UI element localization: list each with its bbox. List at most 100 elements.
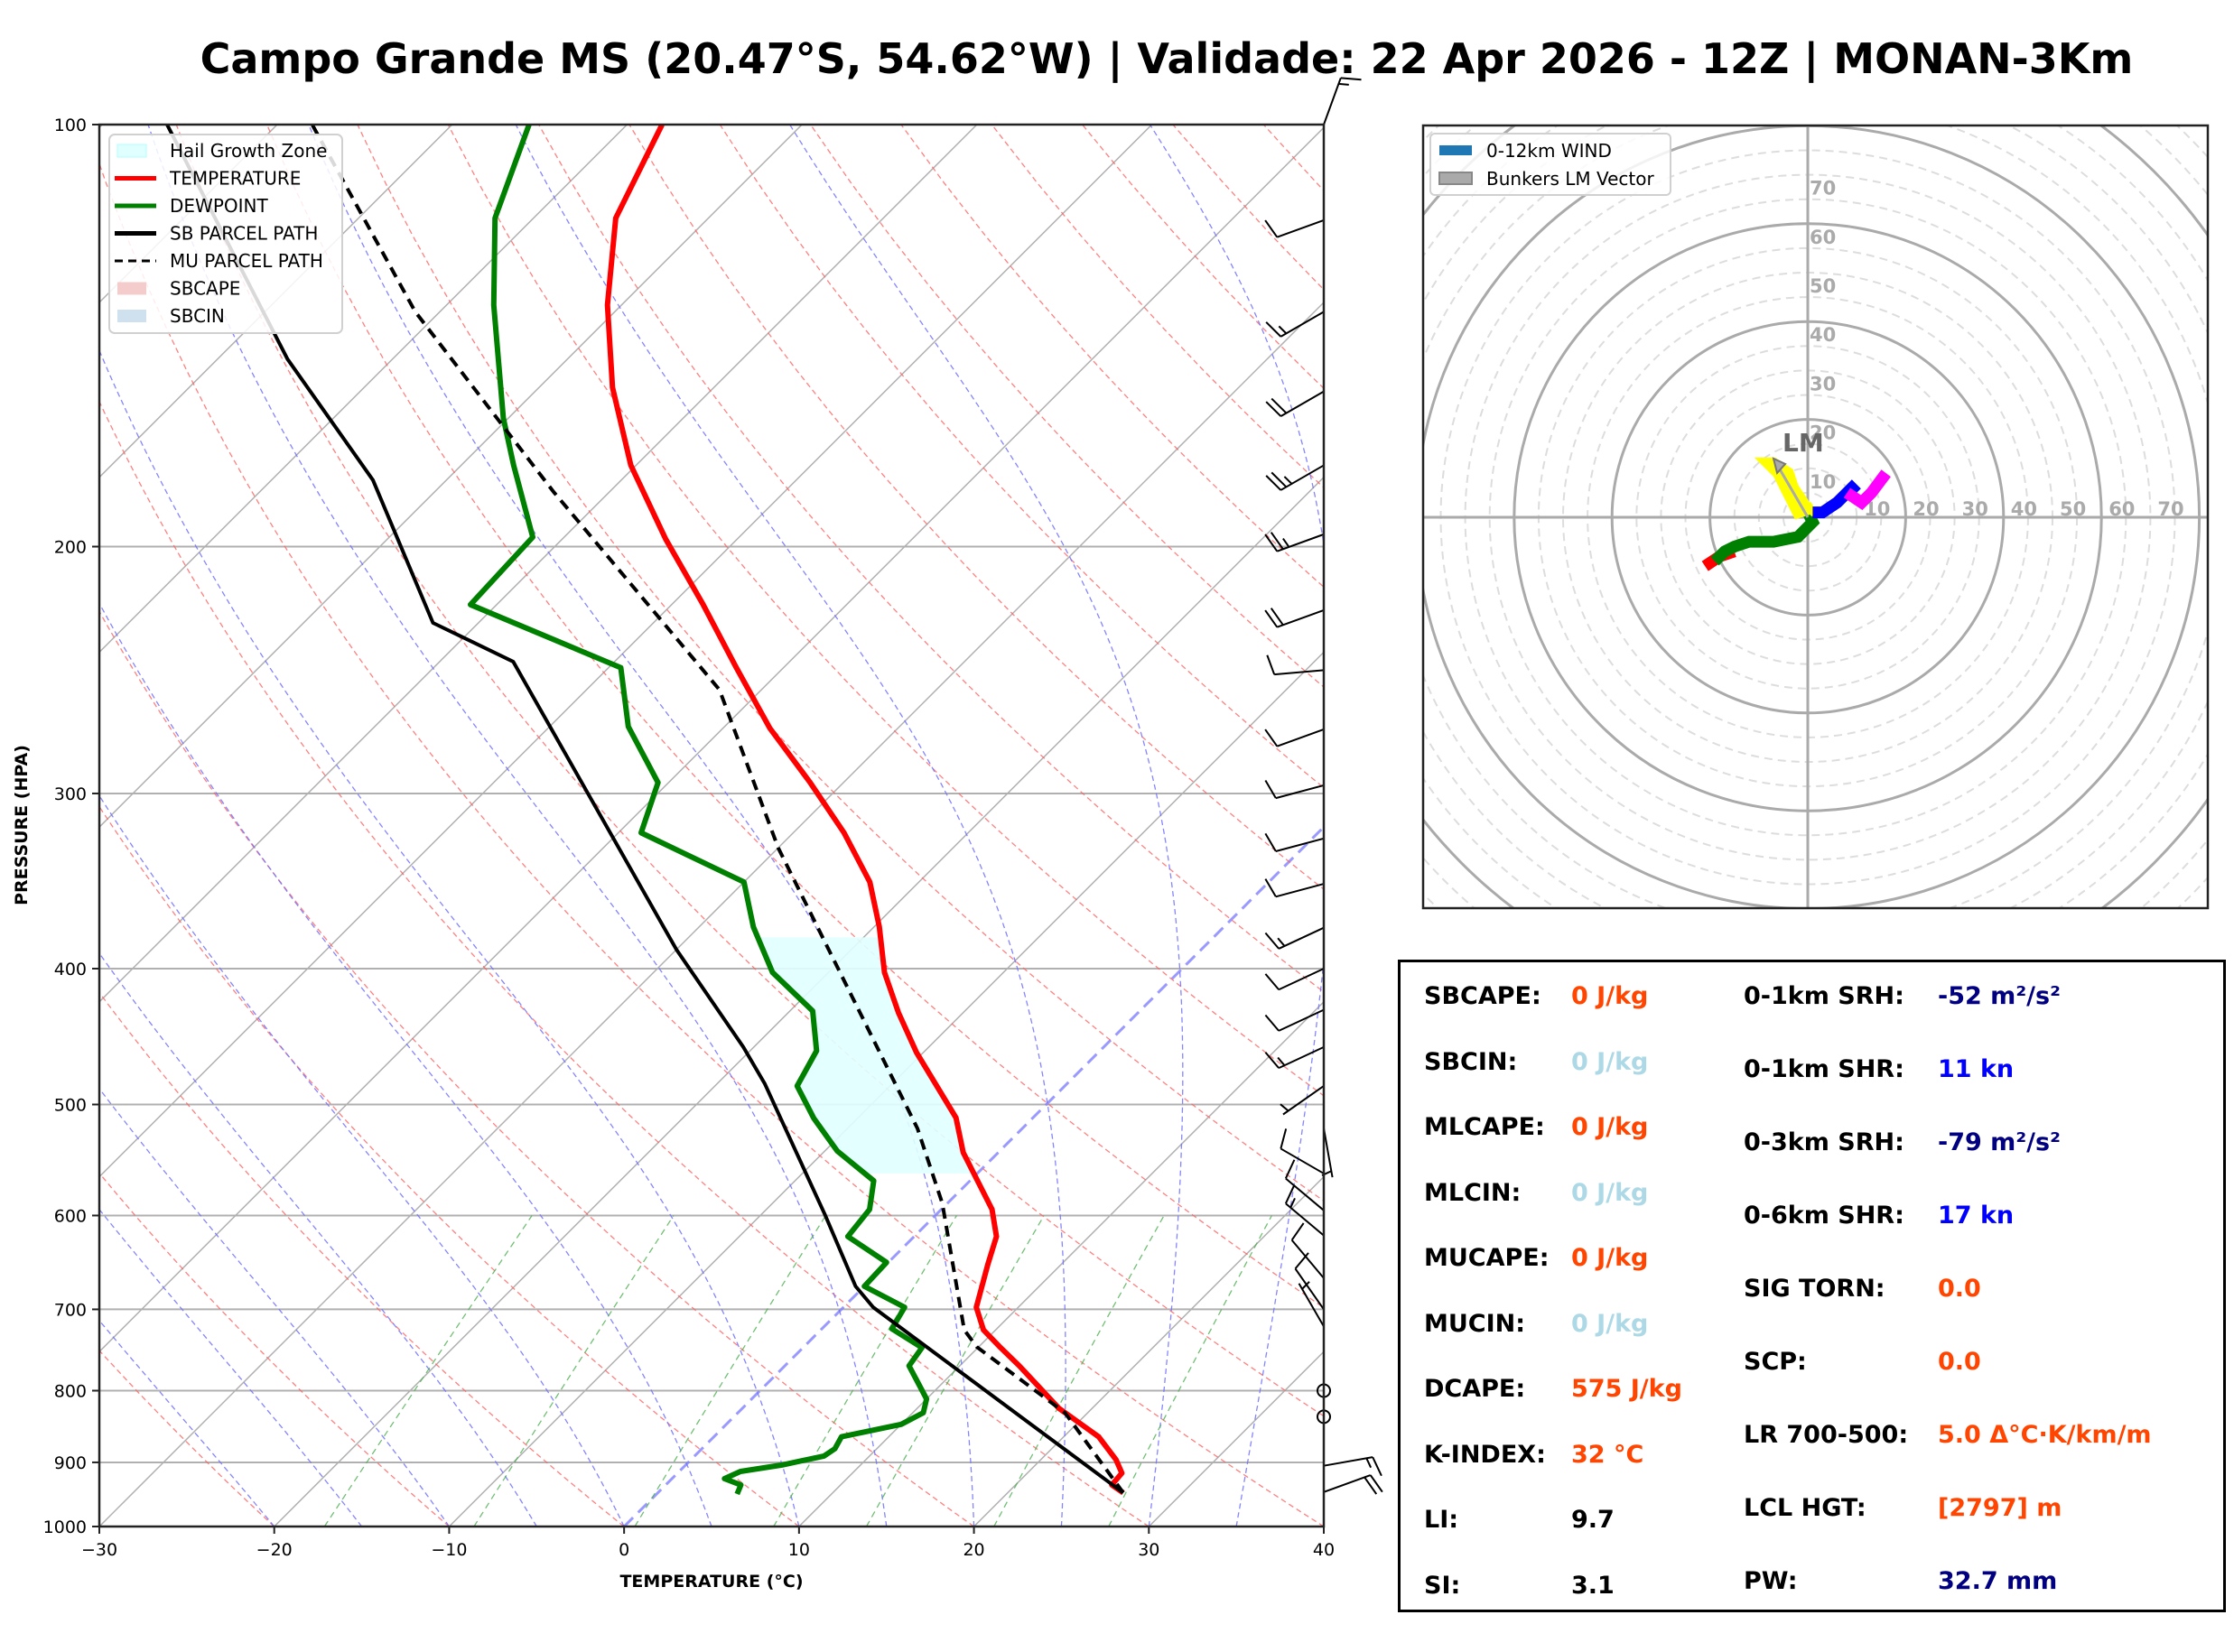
barb-staff xyxy=(1294,1267,1325,1311)
barb-staff xyxy=(1278,968,1325,991)
barb-staff xyxy=(1274,669,1325,676)
barb-half-flag xyxy=(1338,82,1349,86)
hodograph-ring-label-y: 10 xyxy=(1810,471,1836,493)
skew-t-frame xyxy=(98,123,1326,1528)
isotherm xyxy=(448,651,1324,1527)
stat-label: PW: xyxy=(1744,1567,1798,1595)
isotherm xyxy=(99,125,1153,1178)
stat-label: MUCIN: xyxy=(1424,1309,1526,1338)
sb-parcel-path-line xyxy=(165,125,1125,1495)
wind-barb xyxy=(1264,1008,1325,1032)
barb-flag xyxy=(1265,401,1282,417)
stat-label: MLCAPE: xyxy=(1424,1113,1545,1141)
legend-label: SBCIN xyxy=(170,305,225,327)
dry-adiabat xyxy=(99,805,800,1527)
hodograph-segment-1-3km xyxy=(1710,509,1820,566)
hodograph-ring-label-x: 60 xyxy=(2108,498,2135,520)
hodograph-ring-label-y: 70 xyxy=(1810,178,1836,200)
barb-flag xyxy=(1364,1476,1378,1495)
x-tick-label: −10 xyxy=(431,1540,467,1560)
mixing-ratio-line xyxy=(865,1215,1045,1527)
y-tick-label: 300 xyxy=(54,784,87,804)
mixing-ratio-line xyxy=(773,1215,957,1527)
y-tick-label: 500 xyxy=(54,1096,87,1116)
stat-value: [2797] m xyxy=(1938,1494,2062,1522)
hodograph-ring-label-y: 50 xyxy=(1810,275,1836,297)
stat-label: LI: xyxy=(1424,1506,1459,1534)
stat-value: 5.0 Δ°C·K/km/m xyxy=(1938,1421,2152,1449)
dry-adiabat xyxy=(99,162,1324,1527)
isotherm xyxy=(973,1175,1324,1527)
hodograph-ring-label-x: 30 xyxy=(1962,498,1988,520)
x-tick-label: 10 xyxy=(788,1540,810,1560)
mixing-ratio-line xyxy=(1108,1215,1272,1527)
isotherm xyxy=(99,125,453,478)
stat-label: MLCIN: xyxy=(1424,1178,1522,1207)
barb-staff xyxy=(1290,1239,1325,1279)
stat-value: 0.0 xyxy=(1938,1348,1981,1376)
dry-adiabat xyxy=(99,991,625,1527)
x-tick-label: 40 xyxy=(1313,1540,1335,1560)
barb-half-flag xyxy=(1365,1457,1373,1469)
hodograph-segment-9-12km xyxy=(1843,469,1891,511)
barb-staff xyxy=(1280,311,1325,338)
x-tick-label: 30 xyxy=(1138,1540,1159,1560)
moist-adiabat xyxy=(99,1319,275,1527)
barb-flag xyxy=(1265,475,1282,491)
barb-half-flag xyxy=(1282,538,1290,548)
barb-flag xyxy=(1265,321,1282,338)
barb-flag xyxy=(1271,397,1288,414)
barb-flag xyxy=(1264,779,1277,799)
barb-flag xyxy=(1284,1184,1296,1204)
barb-flag xyxy=(1264,219,1279,238)
moist-adiabat xyxy=(99,1208,363,1527)
y-tick-label: 200 xyxy=(54,537,87,557)
stat-label: 0-6km SHR: xyxy=(1744,1202,1904,1230)
wind-barb xyxy=(1265,464,1325,491)
wind-barb xyxy=(1264,608,1325,628)
legend-label: Bunkers LM Vector xyxy=(1486,168,1655,190)
stat-value: 0 J/kg xyxy=(1571,1113,1649,1141)
barb-staff xyxy=(1278,1008,1325,1032)
stat-value: 0 J/kg xyxy=(1571,1309,1649,1338)
wind-barb xyxy=(1323,1474,1383,1495)
barb-staff xyxy=(1285,1177,1325,1211)
wind-barb xyxy=(1264,218,1325,238)
stat-value: 32 °C xyxy=(1571,1440,1644,1469)
wind-barb xyxy=(1264,779,1325,800)
x-axis-label: TEMPERATURE (°C) xyxy=(619,1572,803,1592)
barb-flag xyxy=(1340,77,1362,81)
mixing-ratio-line xyxy=(634,1215,826,1527)
moist-adiabat xyxy=(147,125,888,1527)
hodograph-frame xyxy=(1421,124,2210,910)
moist-adiabat xyxy=(99,951,537,1527)
barb-staff xyxy=(1280,1147,1325,1174)
barb-staff xyxy=(1278,926,1325,950)
barb-staff xyxy=(1275,837,1325,852)
stat-label: SI: xyxy=(1424,1571,1461,1600)
barb-half-flag xyxy=(1301,1281,1310,1290)
stat-label: 0-1km SHR: xyxy=(1744,1055,1904,1083)
barb-half-flag xyxy=(1289,1197,1296,1209)
wind-barb xyxy=(1290,1222,1325,1279)
barb-staff xyxy=(1280,464,1325,491)
barb-flag xyxy=(1294,1252,1309,1270)
y-tick-label: 700 xyxy=(54,1300,87,1320)
barb-flag xyxy=(1264,1052,1280,1069)
barb-staff xyxy=(1276,218,1325,238)
barb-half-flag xyxy=(1283,476,1293,485)
barb-half-flag xyxy=(1278,325,1288,335)
barb-staff xyxy=(1285,1202,1325,1237)
stat-label: MUCAPE: xyxy=(1424,1244,1550,1272)
dry-adiabat xyxy=(175,125,1324,1417)
wind-barb xyxy=(1264,878,1325,898)
stat-label: DCAPE: xyxy=(1424,1375,1526,1403)
stat-value: 0 J/kg xyxy=(1571,1244,1649,1272)
barb-flag xyxy=(1264,932,1280,950)
barb-half-flag xyxy=(1277,937,1286,947)
legend-box xyxy=(1429,133,1671,196)
barb-flag xyxy=(1264,832,1277,852)
barb-flag xyxy=(1270,532,1284,550)
isotherm xyxy=(798,1000,1324,1527)
barb-flag xyxy=(1264,878,1277,897)
